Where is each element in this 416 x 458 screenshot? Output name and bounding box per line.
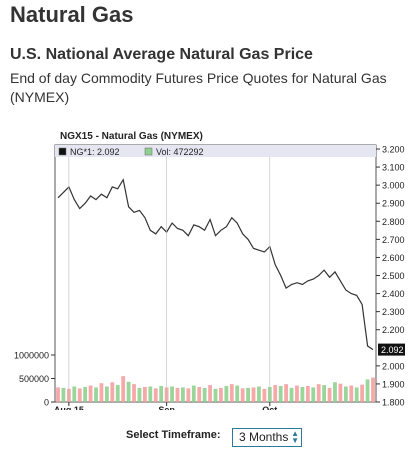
volume-bar: [121, 376, 126, 402]
page-title: Natural Gas: [10, 2, 134, 27]
volume-bar: [371, 377, 375, 402]
volume-bar: [83, 386, 88, 402]
price-tick-label: 1.800: [382, 398, 405, 408]
volume-bar: [365, 379, 370, 402]
x-tick-label: Oct: [262, 405, 277, 410]
volume-bar: [208, 385, 212, 402]
section-title: U.S. National Average Natural Gas Price: [10, 46, 313, 63]
volume-bar: [289, 387, 294, 402]
volume-bar: [181, 387, 185, 402]
volume-bar: [132, 384, 136, 402]
volume-bar: [229, 384, 234, 402]
price-tick-label: 2.600: [382, 253, 405, 263]
price-series-line: [57, 178, 374, 351]
volume-bar: [333, 382, 337, 402]
volume-bar: [56, 387, 60, 402]
volume-bar: [72, 386, 77, 402]
volume-bar: [77, 388, 82, 402]
volume-bar: [115, 385, 120, 402]
volume-bar: [360, 384, 365, 402]
volume-bar: [99, 383, 104, 402]
volume-bar: [224, 386, 229, 402]
volume-bar: [219, 387, 223, 402]
volume-bar: [349, 385, 354, 402]
last-value-box: [378, 343, 405, 356]
volume-bar: [240, 388, 245, 402]
volume-bar: [159, 386, 164, 402]
volume-bar: [110, 382, 115, 402]
price-tick-label: 2.700: [382, 235, 405, 245]
timeframe-value: 3 Months: [239, 430, 289, 444]
timeframe-label: Select Timeframe:: [126, 429, 221, 441]
volume-bar: [327, 387, 332, 402]
price-tick-label: 2.300: [382, 307, 405, 317]
volume-bar: [284, 384, 289, 402]
volume-bar: [175, 387, 180, 402]
volume-bar: [197, 386, 202, 402]
legend-swatch-volume: [144, 147, 153, 156]
volume-bar: [202, 387, 207, 402]
volume-tick-label: 1000000: [14, 351, 49, 361]
price-tick-label: 1.900: [382, 379, 405, 389]
volume-bar: [235, 385, 240, 402]
volume-bar: [343, 386, 348, 402]
volume-bar: [153, 388, 158, 402]
price-chart: NGX15 - Natural Gas (NYMEX) NG*1: 2.092 …: [0, 124, 416, 410]
volume-bar: [338, 383, 343, 402]
volume-bar: [137, 387, 142, 402]
volume-bar: [278, 386, 283, 402]
chart-legend: NG*1: 2.092 Vol: 472292: [55, 145, 376, 157]
volume-bar: [251, 387, 256, 402]
price-tick-label: 2.800: [382, 217, 405, 227]
price-tick-label: 3.000: [382, 181, 405, 191]
price-tick-label: 3.100: [382, 163, 405, 173]
price-tick-label: 2.400: [382, 289, 405, 299]
legend-swatch-price: [58, 147, 67, 156]
volume-bar: [94, 387, 98, 402]
volume-bar: [305, 386, 310, 402]
volume-bar: [246, 387, 250, 402]
volume-bar: [300, 386, 305, 402]
volume-bar: [170, 386, 174, 402]
price-tick-label: 2.200: [382, 325, 405, 335]
legend-label-volume: Vol: 472292: [156, 147, 204, 157]
select-arrows-icon: ▲ ▼: [291, 429, 299, 445]
volume-bar: [257, 386, 261, 402]
page-description: End of day Commodity Futures Price Quote…: [10, 70, 387, 105]
volume-bar: [61, 387, 66, 402]
volume-bar: [104, 386, 109, 402]
volume-bar: [295, 385, 299, 402]
x-tick-label: Sep: [158, 405, 175, 410]
volume-bar: [191, 385, 196, 402]
x-tick-label: Aug 15: [54, 405, 84, 410]
volume-bar: [322, 385, 327, 402]
volume-bar: [316, 384, 321, 402]
volume-bar: [311, 387, 316, 402]
volume-bar: [88, 385, 93, 402]
volume-bar: [126, 381, 131, 402]
volume-bar: [142, 386, 147, 402]
volume-tick-label: 500000: [19, 374, 49, 384]
volume-tick-label: 0: [44, 398, 49, 408]
price-tick-label: 2.900: [382, 199, 405, 209]
volume-bar: [213, 388, 218, 402]
volume-bar: [148, 386, 153, 402]
volume-bar: [354, 387, 359, 402]
volume-bar: [262, 388, 267, 402]
volume-bar: [186, 388, 191, 402]
volume-bar: [273, 385, 278, 402]
legend-label-price: NG*1: 2.092: [70, 147, 120, 157]
timeframe-select[interactable]: 3 Months ▲ ▼: [232, 428, 302, 447]
chart-title: NGX15 - Natural Gas (NYMEX): [60, 131, 203, 142]
price-tick-label: 3.200: [382, 145, 405, 155]
last-value-label: 2.092: [381, 345, 404, 355]
price-tick-label: 2.500: [382, 271, 405, 281]
plot-area: [54, 144, 377, 403]
price-tick-label: 2.000: [382, 361, 405, 371]
